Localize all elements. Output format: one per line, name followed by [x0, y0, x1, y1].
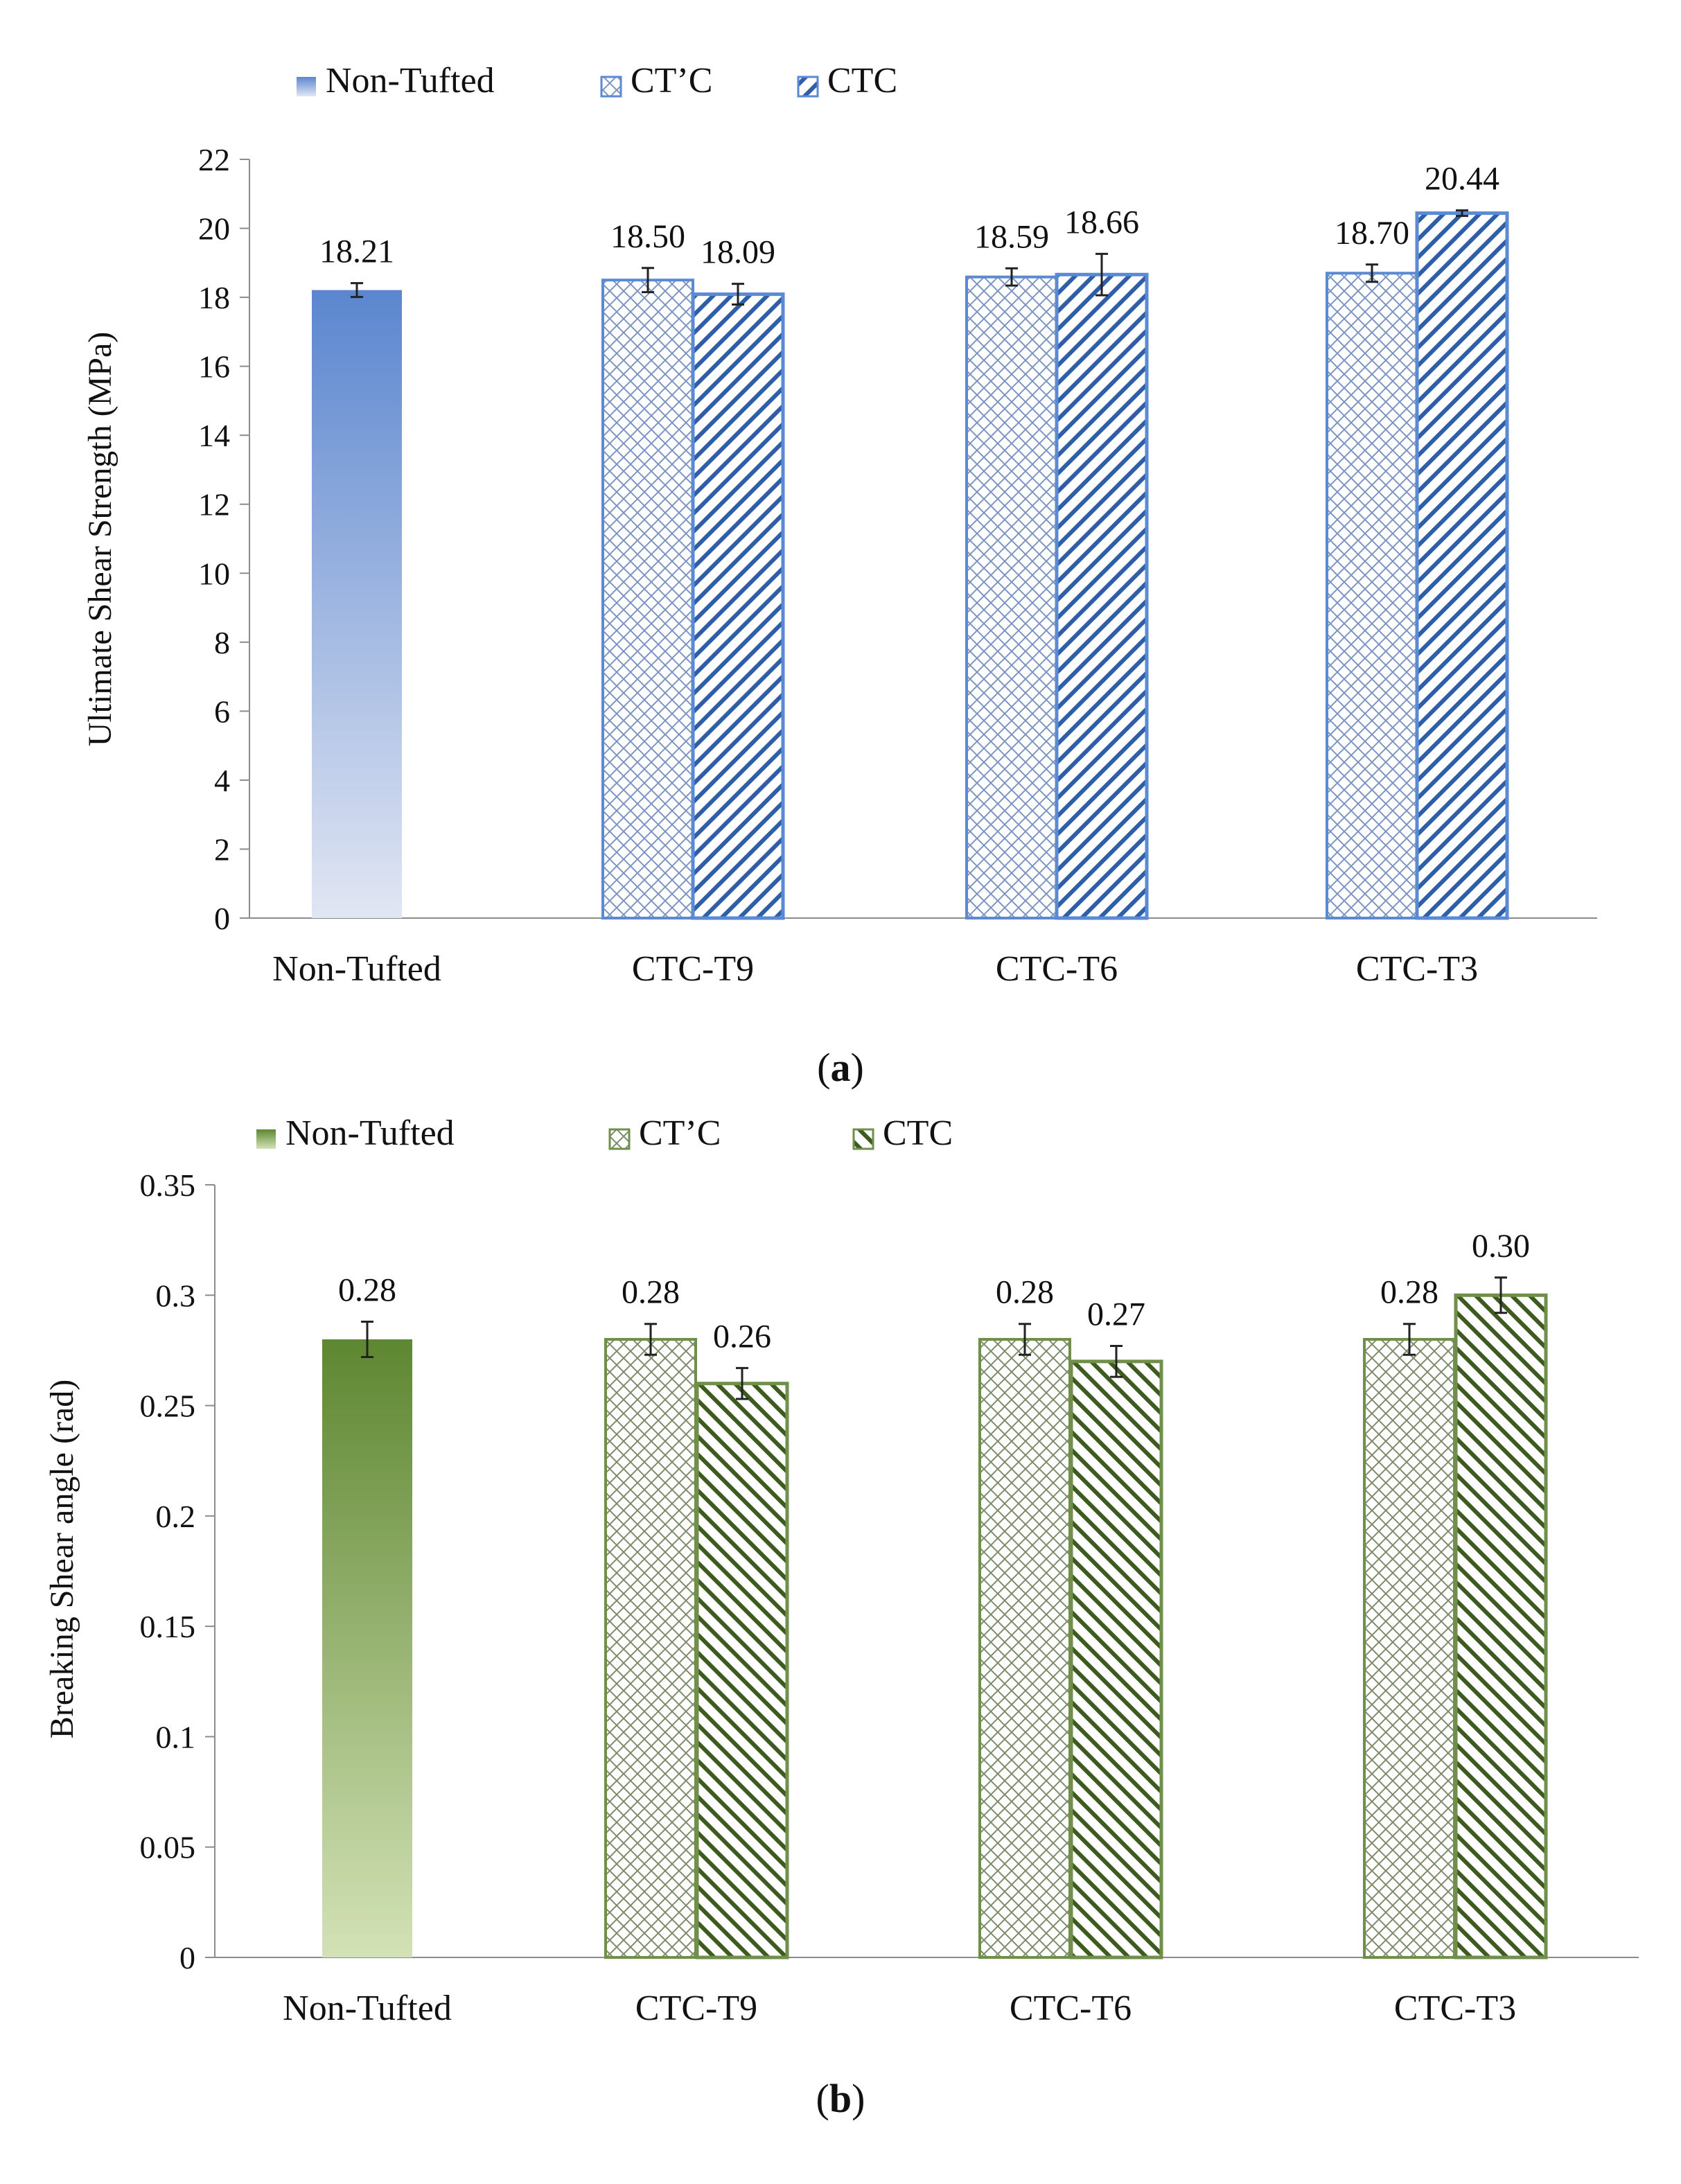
y-tick-label: 0.05	[140, 1830, 196, 1865]
legend-label-ctprime-c: CT’C	[639, 1113, 721, 1153]
data-label: 0.28	[622, 1274, 680, 1311]
data-label: 0.27	[1087, 1296, 1145, 1333]
y-tick-label: 0	[179, 1940, 195, 1975]
y-tick-label: 8	[214, 625, 230, 660]
bar-ctc-t3-ctprime-c	[1326, 272, 1418, 919]
y-tick-label: 18	[198, 280, 230, 315]
x-tick-label: CTC-T9	[635, 1989, 757, 2028]
y-tick-label: 16	[198, 349, 230, 385]
panel-label-paren-close: )	[852, 2076, 865, 2121]
y-tick-label: 14	[198, 418, 230, 453]
bar-non-tufted-non-tufted	[312, 290, 402, 918]
legend-label-ctc: CTC	[827, 61, 897, 100]
panel-label-letter: b	[829, 2076, 852, 2121]
panel-label-paren-close: )	[851, 1045, 864, 1090]
x-tick-label: Non-Tufted	[272, 949, 441, 989]
legend-swatch-non-tufted	[297, 77, 316, 96]
legend-label-ctprime-c: CT’C	[631, 61, 712, 100]
panel-label: (a)	[817, 1045, 864, 1090]
y-tick-label: 0.2	[156, 1499, 196, 1534]
y-tick-label: 0.35	[140, 1168, 196, 1203]
legend-swatch-ctprime-c	[608, 1128, 631, 1150]
data-label: 18.09	[701, 234, 775, 271]
legend-label-ctc: CTC	[883, 1113, 953, 1153]
y-tick-label: 20	[198, 211, 230, 247]
legend-swatch-ctc	[797, 76, 819, 98]
chart-panel-a: 0 2 4 6 8 10 12 14 16 18 20 22 Ultimate Shear Streng…	[82, 61, 1597, 1090]
y-tick-label: 4	[214, 763, 230, 798]
bar-ctc-t6-ctprime-c	[965, 275, 1058, 920]
y-tick-label: 2	[214, 831, 230, 867]
bar-non-tufted-non-tufted	[322, 1339, 412, 1957]
y-tick-label: 12	[198, 487, 230, 522]
y-tick-label: 0	[214, 901, 230, 936]
data-label: 0.26	[713, 1318, 771, 1355]
legend-label-non-tufted: Non-Tufted	[285, 1113, 455, 1153]
y-tick-label: 6	[214, 694, 230, 729]
x-tick-label: Non-Tufted	[283, 1989, 452, 2028]
panel-label-paren-open: (	[817, 1045, 830, 1090]
chart-panel-b: 0 0.05 0.1 0.15 0.2 0.25 0.3 0.35 Breaking Shear…	[44, 1113, 1639, 2121]
legend-swatch-ctc	[852, 1128, 874, 1150]
data-label: 0.28	[338, 1272, 396, 1309]
bar-ctc-t3-ctc	[1415, 211, 1509, 920]
y-tick-label: 0.15	[140, 1609, 196, 1644]
data-label: 18.50	[610, 218, 685, 255]
panel-label: (b)	[816, 2076, 865, 2121]
data-label: 18.21	[319, 234, 394, 270]
bar-ctc-t6-ctprime-c	[978, 1338, 1071, 1959]
data-label: 0.28	[996, 1274, 1054, 1311]
bar-ctc-t6-ctc	[1069, 1359, 1163, 1960]
x-tick-label: CTC-T3	[1394, 1989, 1516, 2028]
x-tick-label: CTC-T6	[996, 949, 1118, 989]
bar-ctc-t9-ctprime-c	[604, 1338, 697, 1959]
y-axis-title: Ultimate Shear Strength (MPa)	[82, 332, 118, 747]
data-label: 20.44	[1425, 161, 1499, 197]
x-tick-label: CTC-T6	[1010, 1989, 1132, 2028]
bar-ctc-t9-ctc	[695, 1382, 789, 1960]
y-tick-label: 10	[198, 556, 230, 591]
y-tick-label: 0.1	[156, 1719, 196, 1754]
bar-ctc-t3-ctprime-c	[1363, 1338, 1456, 1959]
x-tick-label: CTC-T3	[1356, 949, 1478, 989]
y-tick-label: 0.25	[140, 1389, 196, 1424]
bar-ctc-t3-ctc	[1454, 1293, 1548, 1960]
data-label: 0.30	[1472, 1228, 1530, 1265]
y-tick-label: 22	[198, 142, 230, 177]
data-label: 0.28	[1380, 1274, 1438, 1311]
x-tick-label: CTC-T9	[632, 949, 754, 989]
data-label: 18.59	[974, 218, 1049, 255]
data-label: 18.70	[1335, 215, 1409, 252]
bar-ctc-t6-ctc	[1055, 272, 1149, 920]
bar-ctc-t9-ctprime-c	[601, 279, 694, 920]
y-axis-title: Breaking Shear angle (rad)	[44, 1380, 80, 1738]
y-tick-label: 0.3	[156, 1278, 196, 1313]
panel-label-letter: a	[831, 1045, 851, 1090]
bar-ctc-t9-ctc	[691, 292, 785, 920]
legend-swatch-non-tufted	[256, 1129, 276, 1149]
data-label: 18.66	[1064, 204, 1139, 240]
panel-label-paren-open: (	[816, 2076, 829, 2121]
legend-label-non-tufted: Non-Tufted	[326, 61, 495, 100]
legend-swatch-ctprime-c	[600, 76, 622, 98]
